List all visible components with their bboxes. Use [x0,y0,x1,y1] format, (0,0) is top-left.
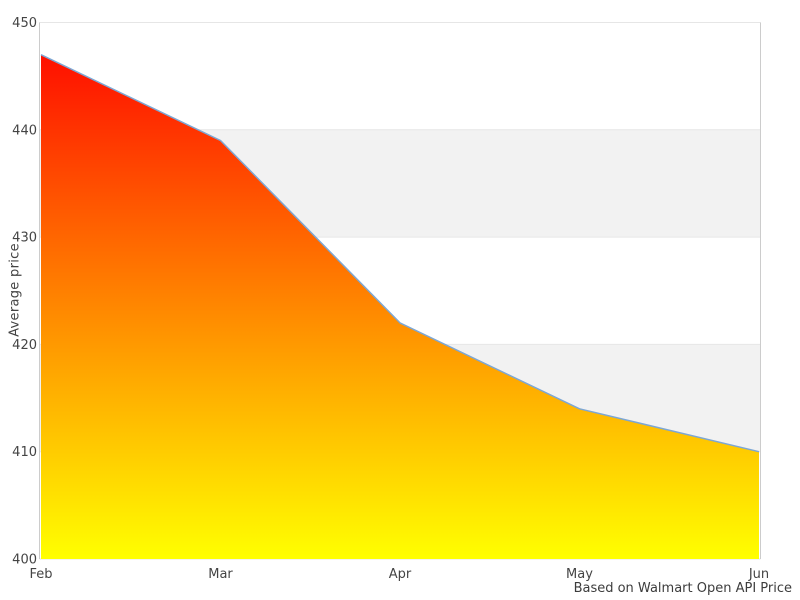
y-tick-label-400: 400 [12,553,37,568]
x-tick-label-mar: Mar [208,567,233,582]
y-tick-label-420: 420 [12,338,37,353]
x-tick-label-feb: Feb [29,567,52,582]
y-tick-label-430: 430 [12,231,37,246]
price-line-series [40,54,760,453]
y-tick-label-450: 450 [12,16,37,31]
y-tick-label-410: 410 [12,445,37,460]
x-tick-label-may: May [566,567,593,582]
x-tick-label-jun: Jun [748,567,769,582]
y-axis-title: Average price [7,243,23,337]
price-area-series [41,54,759,559]
y-tick-label-440: 440 [12,123,37,138]
x-tick-label-apr: Apr [389,567,412,582]
chart-caption: Based on Walmart Open API Price [573,581,792,596]
